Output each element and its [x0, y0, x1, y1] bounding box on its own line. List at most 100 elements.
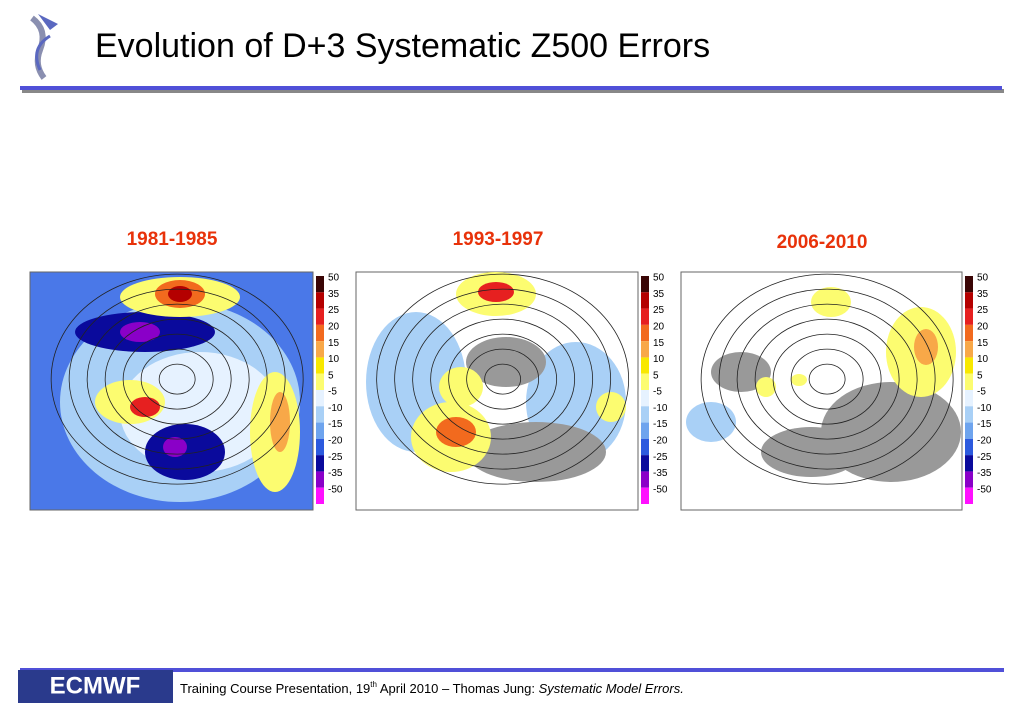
logo-icon — [30, 14, 58, 80]
colorbar-swatch — [641, 471, 649, 488]
panel-label: 2006-2010 — [777, 232, 868, 253]
logo-box — [18, 670, 173, 703]
field-region — [478, 282, 514, 302]
colorbar-label: 20 — [328, 321, 340, 332]
colorbar-label: 5 — [653, 370, 659, 381]
field-region — [466, 337, 546, 387]
colorbar-label: 5 — [328, 370, 334, 381]
contour-line — [808, 363, 846, 395]
colorbar-label: -50 — [653, 484, 668, 495]
colorbar-label: 35 — [328, 289, 340, 300]
logo-arrow — [38, 14, 58, 30]
field-region — [436, 417, 476, 447]
colorbar-label: -15 — [328, 419, 343, 430]
contour-line — [68, 288, 286, 470]
contour-line — [718, 288, 936, 470]
colorbar-swatch — [965, 276, 973, 293]
colorbar-label: -35 — [653, 468, 668, 479]
colorbar-swatch — [965, 406, 973, 423]
colorbar-swatch — [965, 438, 973, 456]
logo-text: ECMWF — [50, 672, 141, 699]
colorbar-label: 10 — [328, 354, 340, 365]
footer-superscript: th — [370, 680, 377, 689]
logo-stroke — [35, 34, 51, 71]
contour-line — [122, 333, 232, 425]
colorbar-label: 50 — [653, 273, 665, 284]
colorbar-label: 15 — [328, 338, 340, 349]
colorbar-label: 10 — [653, 354, 665, 365]
colorbar-swatch — [641, 357, 649, 374]
colorbar-swatch — [965, 341, 973, 358]
colorbar-label: -15 — [653, 419, 668, 430]
contour-line — [394, 288, 612, 470]
colorbar-label: 10 — [977, 354, 989, 365]
colorbar-label: 25 — [977, 305, 989, 316]
colorbar-swatch — [316, 390, 324, 407]
footer-part: Training Course Presentation, 19 — [180, 681, 370, 696]
field-region — [686, 402, 736, 442]
footer-italic: Systematic Model Errors. — [539, 681, 684, 696]
contour-line — [158, 363, 196, 395]
contour-line — [736, 303, 918, 455]
colorbar-swatch — [641, 422, 649, 439]
panel-label: 1981-1985 — [127, 229, 218, 250]
contour-line — [104, 318, 250, 440]
contour-line — [50, 273, 304, 485]
field-region — [439, 367, 483, 407]
colorbar-swatch — [316, 276, 324, 293]
contour-line — [790, 348, 864, 410]
contour-line — [412, 303, 594, 455]
colorbar-label: 25 — [653, 305, 665, 316]
colorbar-label: 35 — [653, 289, 665, 300]
field-region — [130, 397, 160, 417]
colorbar-label: 35 — [977, 289, 989, 300]
colorbar-swatch — [316, 373, 324, 390]
panel-label: 1993-1997 — [453, 229, 544, 250]
colorbar-swatch — [965, 324, 973, 342]
colorbar-swatch — [641, 438, 649, 456]
colorbar-swatch — [316, 406, 324, 423]
field-region — [168, 286, 192, 302]
colorbar-swatch — [316, 422, 324, 439]
colorbar-label: -20 — [977, 435, 992, 446]
map — [355, 271, 639, 511]
contour-line — [376, 273, 630, 485]
title-rule — [20, 86, 1002, 90]
colorbar-label: 20 — [653, 321, 665, 332]
colorbar-label: 15 — [977, 338, 989, 349]
colorbar-label: -5 — [328, 387, 337, 398]
contour-line — [430, 318, 576, 440]
colorbar-label: -10 — [328, 403, 343, 414]
colorbar-label: -35 — [977, 468, 992, 479]
colorbar-label: 5 — [977, 370, 983, 381]
logo-stroke — [30, 15, 47, 80]
colorbar-swatch — [965, 487, 973, 504]
colorbar-swatch — [965, 422, 973, 439]
colorbar-swatch — [641, 308, 649, 325]
colorbar-label: -15 — [977, 419, 992, 430]
footer-text: Training Course Presentation, 19th April… — [180, 680, 684, 696]
colorbar-label: -10 — [977, 403, 992, 414]
colorbar-label: 50 — [328, 273, 340, 284]
panels: 1981-1985 50 35 25 20 15 10 5 -5 -10 -15 -20 -25 -35 -… — [29, 229, 992, 511]
colorbar-swatch — [641, 341, 649, 358]
slide-title: Evolution of D+3 Systematic Z500 Errors — [95, 27, 710, 65]
colorbar-swatch — [641, 487, 649, 504]
colorbar-swatch — [965, 471, 973, 488]
field-region — [163, 437, 187, 457]
contour-line — [140, 348, 214, 410]
colorbar-swatch — [641, 390, 649, 407]
footer-rule — [20, 668, 1004, 672]
colorbar-swatch — [316, 292, 324, 309]
colorbar-swatch — [316, 341, 324, 358]
colorbar-swatch — [965, 357, 973, 374]
field-region — [811, 287, 851, 317]
colorbar-swatch — [965, 308, 973, 325]
colorbar-label: -20 — [653, 435, 668, 446]
colorbar-label: 25 — [328, 305, 340, 316]
colorbar-swatch — [641, 455, 649, 472]
contour-line — [484, 363, 522, 395]
colorbar-swatch — [316, 324, 324, 342]
contour-line — [754, 318, 900, 440]
